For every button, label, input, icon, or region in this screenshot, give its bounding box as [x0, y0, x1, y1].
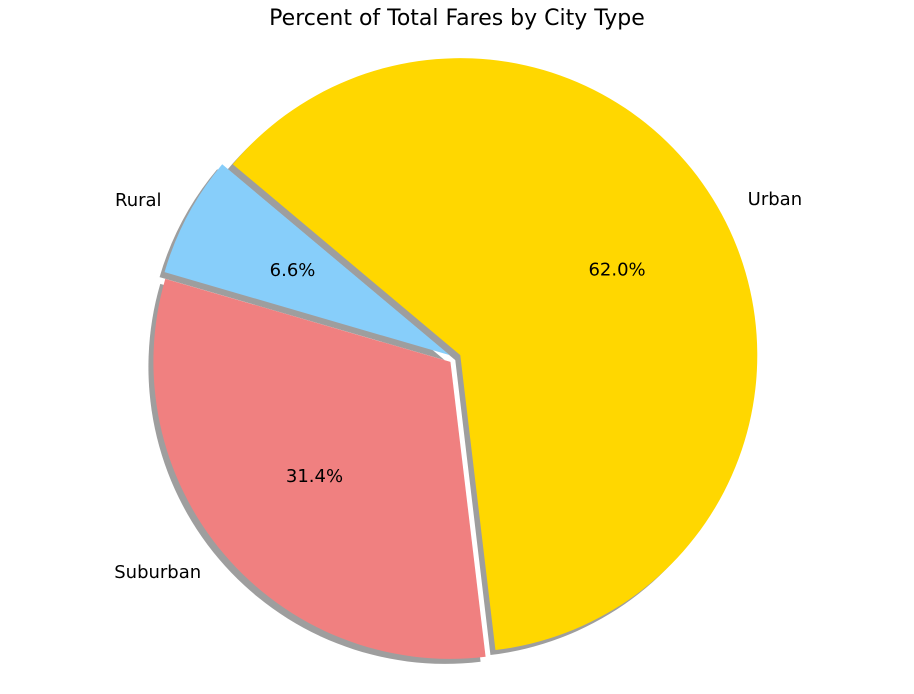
slice-labels: Rural 6.6% Suburban 31.4% Urban 62.0%: [114, 189, 802, 583]
pct-label-suburban: 31.4%: [286, 466, 343, 487]
slice-label-rural: Rural: [115, 190, 162, 211]
slice-urban: [232, 58, 758, 651]
slice-label-suburban: Suburban: [114, 562, 201, 583]
pct-label-rural: 6.6%: [270, 260, 316, 281]
pct-label-urban: 62.0%: [588, 259, 645, 280]
pie-slices: [153, 58, 758, 659]
chart-title: Percent of Total Fares by City Type: [269, 6, 645, 31]
slice-label-urban: Urban: [748, 189, 802, 210]
slice-suburban: [153, 278, 486, 659]
slice-rural: [164, 164, 450, 356]
